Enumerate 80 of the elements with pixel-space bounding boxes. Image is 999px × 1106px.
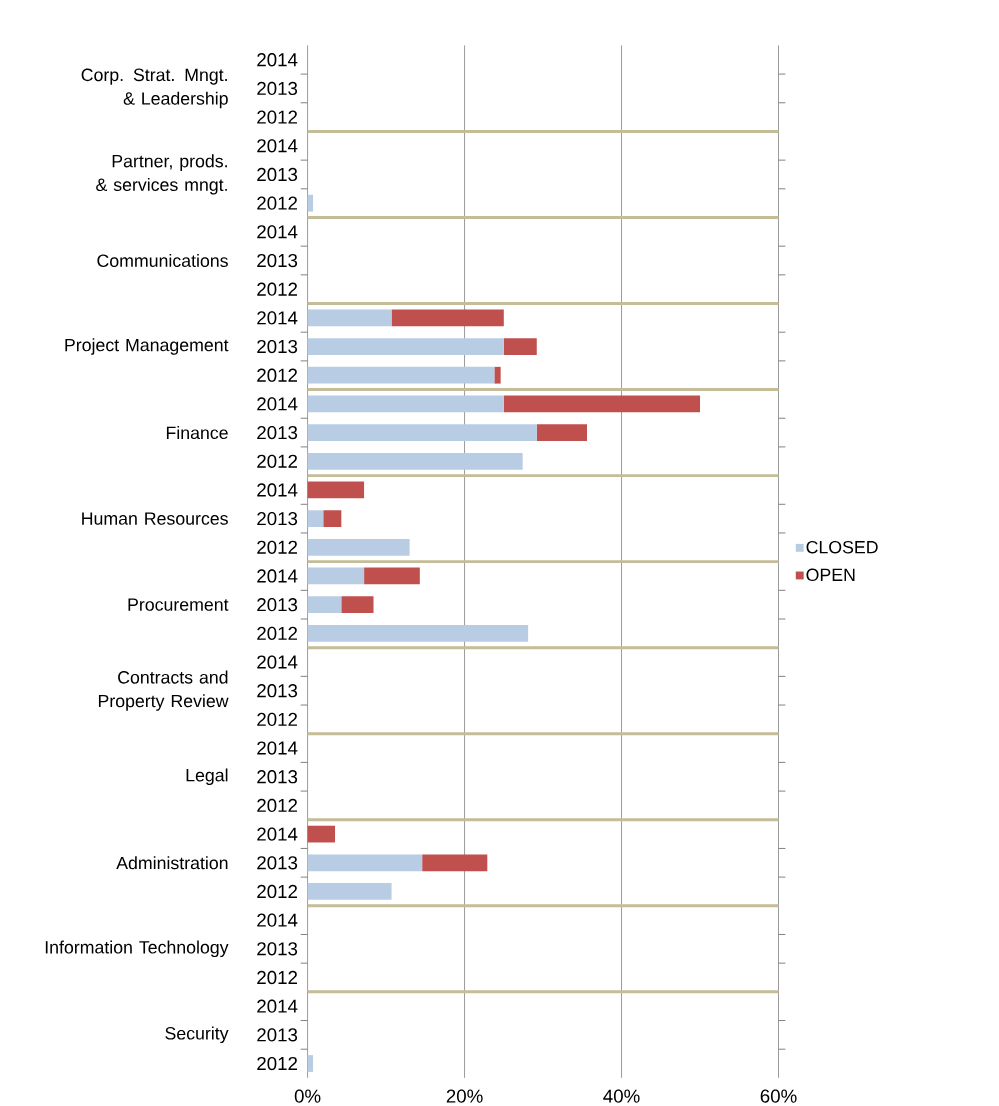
y-tick-label: 2013: [257, 942, 297, 956]
y-tick-label: 2014: [257, 569, 298, 583]
bar: [503, 395, 700, 413]
y-tick-label: 2013: [257, 1028, 297, 1042]
y-tick-label: 2014: [257, 483, 298, 497]
bar: [363, 567, 420, 585]
bar: [307, 338, 504, 355]
y-tick-label: 2013: [257, 253, 297, 268]
bar: [307, 567, 364, 585]
bar: [307, 452, 523, 470]
bar: [307, 510, 324, 527]
y-tick-label: 2013: [257, 770, 297, 784]
y-tick-label: 2012: [257, 196, 297, 210]
x-tick-label: 60%: [760, 1089, 797, 1103]
bar: [307, 481, 364, 499]
bar: [307, 1055, 313, 1072]
text: Contracts and Property Review: [98, 670, 229, 711]
y-tick-label: 2014: [257, 397, 298, 411]
y-tick-label: 2013: [257, 856, 297, 870]
y-tick-label: 2014: [257, 827, 298, 841]
x-tick-label: 20%: [446, 1089, 483, 1103]
y-tick-label: 2014: [257, 53, 298, 67]
bar: [307, 624, 528, 642]
bar: [391, 309, 504, 327]
bar: [341, 596, 374, 614]
legend-label: CLOSED: [806, 540, 878, 554]
y-tick-label: 2013: [257, 512, 297, 526]
bar: [536, 424, 587, 441]
y-tick-label: 2013: [257, 425, 297, 440]
y-tick-label: 2012: [257, 454, 297, 468]
text: Administration: [116, 856, 228, 870]
y-tick-label: 2014: [257, 913, 298, 927]
y-tick-label: 2012: [257, 970, 297, 985]
text: Project Management: [65, 338, 229, 355]
text: Security: [165, 1026, 229, 1044]
bar: [307, 424, 537, 441]
bar: [307, 395, 504, 413]
bar: [307, 194, 313, 212]
y-tick-label: 2014: [257, 311, 298, 325]
y-tick-label: 2012: [257, 282, 297, 296]
y-tick-label: 2014: [257, 999, 298, 1013]
bar: [307, 825, 335, 843]
bar: [503, 338, 537, 355]
y-tick-label: 2014: [257, 655, 298, 669]
y-tick-label: 2012: [257, 368, 297, 382]
text: Information Technology: [45, 940, 229, 958]
bar: [421, 854, 488, 872]
y-tick-label: 2013: [257, 598, 297, 612]
y-tick-label: 2012: [257, 884, 297, 899]
text: Human Resources: [81, 512, 228, 525]
text: Finance: [166, 426, 228, 440]
bar: [307, 309, 392, 327]
text: Corp. Strat. Mngt. & Leadership: [81, 68, 228, 109]
y-tick-label: 2014: [257, 225, 298, 239]
bar: [307, 366, 495, 384]
y-tick-label: 2013: [257, 339, 297, 354]
x-tick-label: 40%: [603, 1089, 640, 1103]
y-tick-label: 2014: [257, 741, 298, 755]
x-tick-label: 0%: [294, 1089, 321, 1103]
bar: [307, 854, 422, 872]
bar: [307, 596, 342, 614]
y-tick-label: 2013: [257, 684, 297, 698]
y-tick-label: 2012: [257, 540, 297, 554]
y-tick-label: 2012: [257, 626, 297, 640]
y-tick-label: 2012: [257, 1056, 297, 1071]
text: Partner, prods. & services mngt.: [95, 154, 227, 195]
bar: [307, 538, 410, 556]
legend-label: OPEN: [806, 568, 855, 582]
text: Procurement: [128, 598, 229, 611]
bar: [494, 366, 501, 384]
text: Communications: [97, 253, 228, 268]
text: Legal: [186, 768, 228, 785]
y-tick-label: 2012: [257, 712, 297, 727]
y-tick-label: 2014: [257, 139, 298, 153]
y-tick-label: 2013: [257, 81, 297, 96]
y-tick-label: 2012: [257, 798, 297, 813]
bar: [307, 883, 392, 900]
y-tick-label: 2012: [257, 110, 297, 124]
y-tick-label: 2013: [257, 167, 297, 182]
bar: [323, 510, 342, 527]
